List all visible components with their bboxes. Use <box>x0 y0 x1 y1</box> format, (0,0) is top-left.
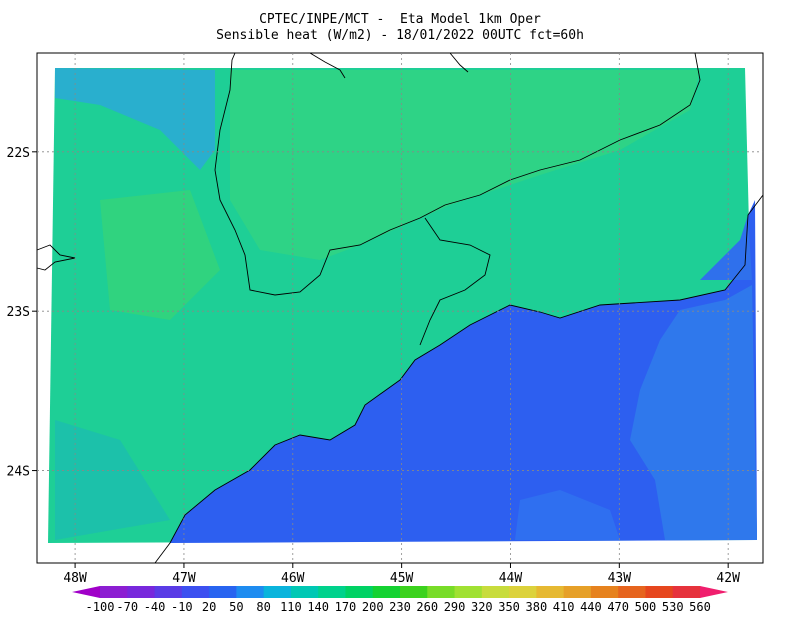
colorbar-label: 20 <box>202 600 216 614</box>
field-zone <box>630 285 757 540</box>
colorbar-segment <box>236 586 265 598</box>
colorbar-segment <box>372 586 401 598</box>
subtitle: Sensible heat (W/m2) - 18/01/2022 00UTC … <box>216 28 584 43</box>
colorbar-segment <box>345 586 374 598</box>
colorbar-label: 80 <box>256 600 270 614</box>
state-border <box>214 52 701 296</box>
boundaries <box>36 52 764 564</box>
lon-tick-label: 47W <box>172 571 196 586</box>
colorbar-segment <box>400 586 428 598</box>
colorbar-segment <box>645 586 674 598</box>
colorbar-arrow <box>72 586 100 598</box>
colorbar-segment <box>509 586 537 598</box>
state-border <box>309 52 346 79</box>
colorbar-label: 50 <box>229 600 243 614</box>
colorbar-arrow <box>700 586 728 598</box>
colorbar-label: 500 <box>635 600 657 614</box>
colorbar-label: 260 <box>416 600 438 614</box>
field-zone <box>700 215 752 280</box>
state-border <box>449 52 469 73</box>
colorbar-segment <box>100 586 128 598</box>
colorbar-label: 380 <box>526 600 548 614</box>
colorbar-segment <box>427 586 456 598</box>
lon-tick-label: 44W <box>499 571 523 586</box>
colorbar-label: -10 <box>171 600 193 614</box>
lon-tick-label: 43W <box>608 571 632 586</box>
colorbar-label: 140 <box>307 600 329 614</box>
colorbar-segment <box>290 586 319 598</box>
title: CPTEC/INPE/MCT - Eta Model 1km Oper <box>259 12 541 27</box>
colorbar: -100 -70 -40 -10 20 50 80 110 140 170 200 230 260 290… <box>72 586 728 614</box>
colorbar-label: 200 <box>362 600 384 614</box>
lat-tick-label: 23S <box>7 305 30 320</box>
ocean-field <box>170 200 757 543</box>
colorbar-segment <box>127 586 156 598</box>
field-zone <box>55 68 215 170</box>
colorbar-label: 410 <box>553 600 575 614</box>
colorbar-segment <box>672 586 701 598</box>
colorbar-segment <box>481 586 510 598</box>
lon-tick-label: 45W <box>390 571 414 586</box>
lon-tick-label: 46W <box>281 571 305 586</box>
field-zone <box>100 190 220 320</box>
lon-tick-label: 48W <box>63 571 87 586</box>
lat-tick-label: 22S <box>7 146 30 161</box>
colorbar-label: 530 <box>662 600 684 614</box>
lat-tick-label: 24S <box>7 465 30 480</box>
coastline <box>154 194 764 564</box>
field <box>48 68 757 543</box>
axes: 48W 47W 46W 45W 44W 43W 42W 22S 23S 24S <box>7 53 763 586</box>
colorbar-segment <box>563 586 592 598</box>
colorbar-label: 290 <box>444 600 466 614</box>
state-border <box>419 217 491 346</box>
colorbar-segment <box>618 586 646 598</box>
colorbar-label: -70 <box>116 600 138 614</box>
colorbar-label: 470 <box>607 600 629 614</box>
lon-tick-label: 42W <box>716 571 740 586</box>
map-frame <box>36 52 764 564</box>
colorbar-segment <box>181 586 210 598</box>
colorbar-label: -40 <box>144 600 166 614</box>
colorbar-segment <box>590 586 619 598</box>
colorbar-label: 230 <box>389 600 411 614</box>
colorbar-segment <box>154 586 183 598</box>
colorbar-label: 110 <box>280 600 302 614</box>
colorbar-label: 320 <box>471 600 493 614</box>
colorbar-label: 350 <box>498 600 520 614</box>
colorbar-label: 560 <box>689 600 711 614</box>
colorbar-segment <box>318 586 346 598</box>
colorbar-segment <box>263 586 292 598</box>
field-zone <box>230 70 700 260</box>
colorbar-segment <box>209 586 237 598</box>
colorbar-label: 440 <box>580 600 602 614</box>
colorbar-segment <box>454 586 483 598</box>
field-zone <box>55 420 170 540</box>
colorbar-segment <box>536 586 565 598</box>
colorbar-label: 170 <box>335 600 357 614</box>
field-zone <box>515 490 620 540</box>
colorbar-label: -100 <box>86 600 115 614</box>
